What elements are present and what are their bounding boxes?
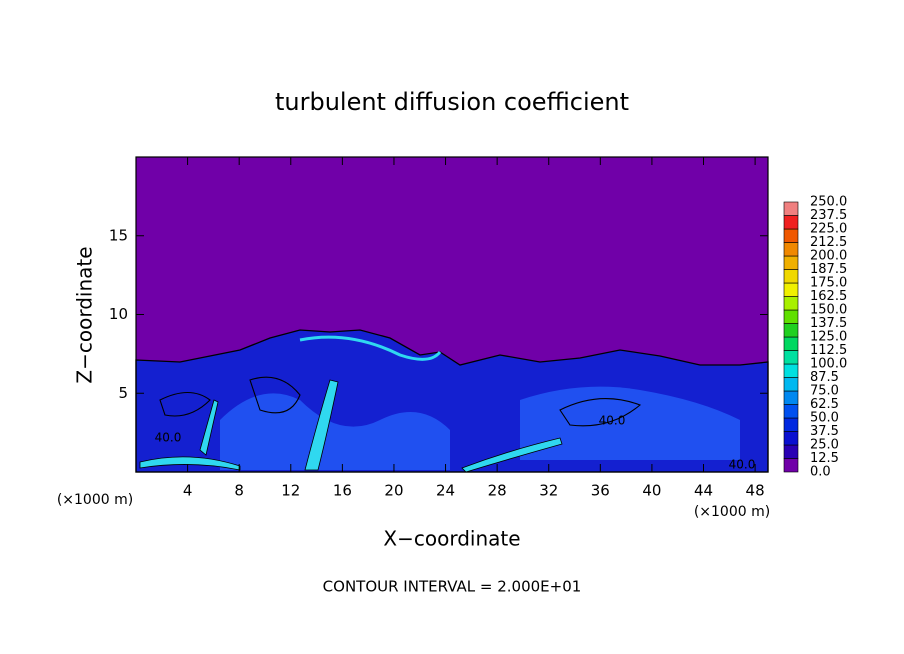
x-tick-label: 36 bbox=[591, 482, 610, 500]
colorbar-label: 112.5 bbox=[810, 343, 847, 358]
x-tick-label: 44 bbox=[694, 482, 713, 500]
colorbar-label: 12.5 bbox=[810, 451, 839, 466]
field-streak bbox=[139, 456, 241, 471]
colorbar-label: 225.0 bbox=[810, 222, 847, 237]
colorbar-box bbox=[783, 444, 799, 459]
y-axis-label: Z−coordinate bbox=[73, 246, 97, 383]
x-tick-label: 48 bbox=[746, 482, 765, 500]
colorbar-label: 250.0 bbox=[810, 195, 847, 210]
colorbar-box bbox=[783, 458, 799, 473]
colorbar-box bbox=[783, 350, 799, 365]
colorbar-box bbox=[783, 404, 799, 419]
colorbar-box bbox=[783, 309, 799, 324]
colorbar-label: 37.5 bbox=[810, 424, 839, 439]
field-region bbox=[520, 386, 740, 460]
colorbar-label: 137.5 bbox=[810, 316, 847, 331]
x-tick-label: 24 bbox=[436, 482, 455, 500]
colorbar-box bbox=[783, 323, 799, 338]
colorbar-box bbox=[783, 363, 799, 378]
colorbar-box bbox=[783, 377, 799, 392]
field-streak bbox=[461, 437, 563, 473]
colorbar-box bbox=[783, 255, 799, 270]
x-tick-label: 12 bbox=[281, 482, 300, 500]
colorbar-label: 212.5 bbox=[810, 235, 847, 250]
colorbar-box bbox=[783, 215, 799, 230]
colorbar-label: 0.0 bbox=[810, 465, 831, 480]
field bbox=[135, 157, 769, 473]
colorbar-label: 125.0 bbox=[810, 330, 847, 345]
colorbar-label: 200.0 bbox=[810, 249, 847, 264]
y-tick-label: 10 bbox=[109, 305, 128, 323]
x-tick-label: 8 bbox=[234, 482, 244, 500]
field-streak bbox=[299, 335, 442, 361]
colorbar-box bbox=[783, 417, 799, 432]
y-unit: (×1000 m) bbox=[57, 492, 133, 508]
colorbar-box bbox=[783, 282, 799, 297]
contour-label: 40.0 bbox=[599, 414, 626, 428]
colorbar-label: 175.0 bbox=[810, 276, 847, 291]
colorbar-label: 187.5 bbox=[810, 262, 847, 277]
colorbar-label: 100.0 bbox=[810, 357, 847, 372]
colorbar-label: 150.0 bbox=[810, 303, 847, 318]
footnote: CONTOUR INTERVAL = 2.000E+01 bbox=[323, 578, 582, 596]
contour-label: 40.0 bbox=[155, 431, 182, 445]
colorbar-label: 62.5 bbox=[810, 397, 839, 412]
colorbar-box bbox=[783, 390, 799, 405]
colorbar-box bbox=[783, 431, 799, 446]
colorbar-box bbox=[783, 242, 799, 257]
chart-title: turbulent diffusion coefficient bbox=[275, 88, 629, 116]
colorbar-box bbox=[783, 296, 799, 311]
colorbar-label: 162.5 bbox=[810, 289, 847, 304]
x-tick-label: 28 bbox=[488, 482, 507, 500]
field-streak bbox=[199, 399, 219, 456]
colorbar-box bbox=[783, 269, 799, 284]
y-tick-label: 15 bbox=[109, 226, 128, 244]
colorbar-label: 75.0 bbox=[810, 384, 839, 399]
colorbar-box bbox=[783, 201, 799, 216]
x-unit: (×1000 m) bbox=[694, 504, 770, 520]
colorbar-box bbox=[783, 228, 799, 243]
colorbar-label: 25.0 bbox=[810, 438, 839, 453]
x-tick-label: 20 bbox=[384, 482, 403, 500]
contour-line bbox=[159, 376, 642, 427]
x-tick-label: 40 bbox=[642, 482, 661, 500]
x-tick-label: 32 bbox=[539, 482, 558, 500]
field-streak bbox=[304, 379, 339, 471]
x-tick-label: 4 bbox=[183, 482, 193, 500]
colorbar-label: 87.5 bbox=[810, 370, 839, 385]
contour-label: 40.0 bbox=[729, 458, 756, 472]
colorbar-box bbox=[783, 336, 799, 351]
y-tick-label: 5 bbox=[118, 384, 128, 402]
x-tick-label: 16 bbox=[333, 482, 352, 500]
colorbar-label: 50.0 bbox=[810, 411, 839, 426]
colorbar-label: 237.5 bbox=[810, 208, 847, 223]
x-axis-label: X−coordinate bbox=[383, 527, 520, 551]
